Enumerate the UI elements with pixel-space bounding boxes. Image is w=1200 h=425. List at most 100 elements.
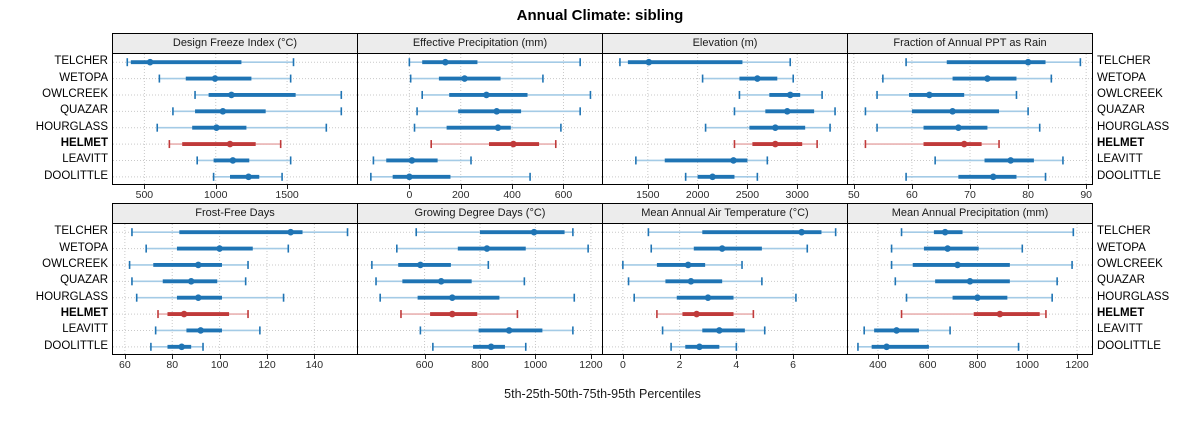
median-dot bbox=[955, 124, 962, 131]
series-leavitt-growing-degree-days-c bbox=[419, 326, 574, 335]
median-dot bbox=[437, 278, 445, 285]
median-dot bbox=[941, 228, 949, 236]
median-dot bbox=[783, 108, 791, 115]
tick-label: 140 bbox=[305, 359, 324, 371]
median-dot bbox=[494, 124, 502, 131]
panel-growing-degree-days-c: Growing Degree Days (°C) bbox=[357, 203, 603, 355]
tick-mark bbox=[590, 355, 592, 359]
median-dot bbox=[287, 228, 294, 236]
series-quazar-fraction-of-annual-ppt-as-rain bbox=[864, 107, 1029, 116]
tick-mark bbox=[409, 185, 411, 189]
panel-mean-annual-precipitation-mm: Mean Annual Precipitation (mm) bbox=[847, 203, 1093, 355]
site-label-right-doolittle: DOOLITTLE bbox=[1097, 339, 1161, 352]
tick-mark bbox=[124, 355, 126, 359]
series-doolittle-effective-precipitation-mm bbox=[370, 172, 531, 181]
panel-elevation-m: Elevation (m) bbox=[602, 33, 848, 185]
median-dot bbox=[893, 327, 900, 334]
series-telcher-mean-annual-air-temperature-c bbox=[647, 228, 837, 237]
tick-label: 90 bbox=[1080, 189, 1093, 201]
panel-header-mean-annual-precipitation-mm: Mean Annual Precipitation (mm) bbox=[848, 204, 1092, 224]
tick-label: 80 bbox=[166, 359, 179, 371]
tick-label: 6 bbox=[790, 359, 796, 371]
series-leavitt-fraction-of-annual-ppt-as-rain bbox=[934, 156, 1064, 165]
series-hourglass-effective-precipitation-mm bbox=[413, 123, 562, 132]
tick-label: 400 bbox=[869, 359, 887, 371]
panel-plot-fraction-of-annual-ppt-as-rain bbox=[848, 54, 1092, 185]
series-helmet-frost-free-days bbox=[157, 310, 249, 319]
series-leavitt-mean-annual-air-temperature-c bbox=[661, 326, 766, 335]
median-dot bbox=[684, 261, 692, 269]
median-dot bbox=[211, 75, 219, 82]
site-label-right-quazar: QUAZAR bbox=[1097, 104, 1145, 117]
panel-header-frost-free-days: Frost-Free Days bbox=[113, 204, 357, 224]
panel-header-growing-degree-days-c: Growing Degree Days (°C) bbox=[358, 204, 602, 224]
tick-label: 1000 bbox=[204, 189, 228, 201]
site-label-left-telcher: TELCHER bbox=[54, 55, 108, 68]
median-dot bbox=[228, 91, 235, 99]
series-hourglass-fraction-of-annual-ppt-as-rain bbox=[876, 123, 1041, 132]
site-label-right-owlcreek: OWLCREEK bbox=[1097, 87, 1163, 100]
tick-label: 60 bbox=[906, 189, 918, 201]
series-wetopa-mean-annual-precipitation-mm bbox=[890, 244, 1024, 253]
tick-label: 4 bbox=[733, 359, 740, 371]
tick-mark bbox=[697, 185, 699, 189]
series-quazar-frost-free-days bbox=[131, 277, 247, 286]
median-dot bbox=[448, 310, 456, 318]
series-helmet-effective-precipitation-mm bbox=[430, 140, 557, 149]
tick-mark bbox=[797, 185, 799, 189]
series-wetopa-fraction-of-annual-ppt-as-rain bbox=[882, 74, 1053, 83]
series-telcher-effective-precipitation-mm bbox=[408, 58, 581, 67]
x-axis-mean-annual-precipitation-mm: 400 600 800 1000 1200 bbox=[847, 355, 1093, 373]
median-dot bbox=[645, 58, 653, 66]
site-label-right-owlcreek: OWLCREEK bbox=[1097, 257, 1163, 270]
series-hourglass-mean-annual-air-temperature-c bbox=[633, 293, 797, 302]
site-label-right-quazar: QUAZAR bbox=[1097, 274, 1145, 287]
panel-plot-design-freeze-index-c bbox=[113, 54, 357, 185]
series-hourglass-mean-annual-precipitation-mm bbox=[905, 293, 1053, 302]
tick-label: 600 bbox=[554, 189, 573, 201]
series-helmet-design-freeze-index-c bbox=[168, 140, 282, 149]
tick-label: 600 bbox=[918, 359, 937, 371]
median-dot bbox=[493, 108, 500, 115]
site-label-right-hourglass: HOURGLASS bbox=[1097, 120, 1170, 133]
site-label-left-leavitt: LEAVITT bbox=[62, 323, 108, 336]
series-owlcreek-mean-annual-precipitation-mm bbox=[890, 260, 1073, 269]
tick-label: 1200 bbox=[1065, 359, 1089, 371]
series-doolittle-design-freeze-index-c bbox=[212, 172, 283, 181]
site-label-left-wetopa: WETOPA bbox=[59, 241, 108, 254]
series-telcher-mean-annual-precipitation-mm bbox=[900, 228, 1075, 237]
median-dot bbox=[718, 245, 726, 252]
site-label-right-leavitt: LEAVITT bbox=[1097, 153, 1143, 166]
tick-mark bbox=[977, 355, 979, 359]
tick-label: 70 bbox=[964, 189, 976, 201]
series-doolittle-elevation-m bbox=[684, 172, 759, 181]
median-dot bbox=[442, 58, 449, 66]
median-dot bbox=[406, 173, 413, 181]
median-dot bbox=[1007, 157, 1014, 164]
median-dot bbox=[216, 245, 223, 252]
series-leavitt-elevation-m bbox=[635, 156, 769, 165]
tick-mark bbox=[512, 185, 514, 189]
tick-mark bbox=[266, 355, 268, 359]
tick-label: 1500 bbox=[636, 189, 660, 201]
tick-label: 400 bbox=[503, 189, 521, 201]
series-owlcreek-mean-annual-air-temperature-c bbox=[622, 260, 743, 269]
median-dot bbox=[771, 140, 779, 148]
panel-header-effective-precipitation-mm: Effective Precipitation (mm) bbox=[358, 34, 602, 54]
tick-mark bbox=[927, 355, 929, 359]
series-quazar-design-freeze-index-c bbox=[172, 107, 343, 116]
panel-plot-frost-free-days bbox=[113, 224, 357, 355]
series-owlcreek-effective-precipitation-mm bbox=[421, 90, 592, 99]
series-hourglass-elevation-m bbox=[704, 123, 831, 132]
median-dot bbox=[226, 140, 234, 148]
series-quazar-growing-degree-days-c bbox=[375, 277, 526, 286]
tick-label: 800 bbox=[968, 359, 987, 371]
series-doolittle-growing-degree-days-c bbox=[432, 342, 527, 351]
median-dot bbox=[704, 294, 712, 301]
site-label-left-wetopa: WETOPA bbox=[59, 71, 108, 84]
tick-mark bbox=[144, 185, 146, 189]
series-doolittle-mean-annual-precipitation-mm bbox=[857, 342, 1020, 351]
series-helmet-fraction-of-annual-ppt-as-rain bbox=[864, 140, 1000, 149]
tick-label: 60 bbox=[119, 359, 131, 371]
median-dot bbox=[696, 343, 703, 351]
